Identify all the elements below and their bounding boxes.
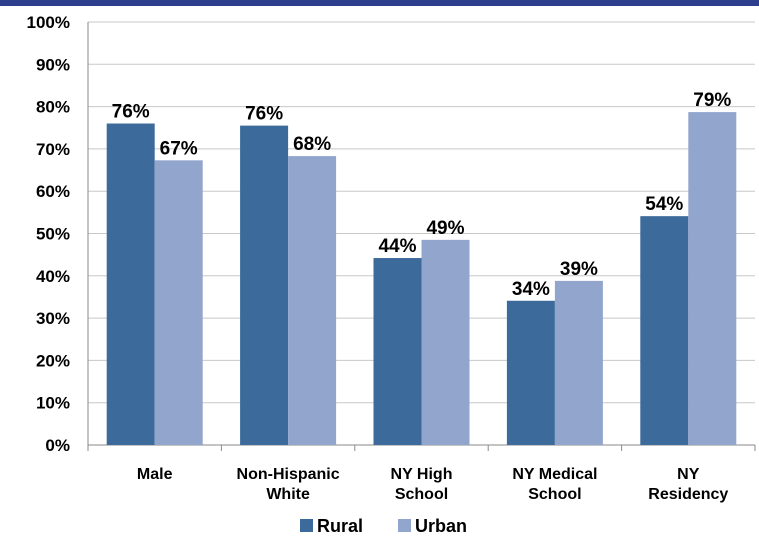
legend-swatch-rural [300,519,313,532]
y-tick-label: 10% [36,394,70,413]
legend-label-rural: Rural [317,516,363,536]
x-category-label: NY Residency [648,466,728,503]
legend-label-urban: Urban [415,516,467,536]
data-label: 76% [245,104,283,125]
y-tick-label: 40% [36,267,70,286]
bar-urban [688,112,737,445]
x-category-label-line: Residency [648,486,728,503]
legend-swatch-urban [398,519,411,532]
y-tick-label: 50% [36,225,70,244]
x-category-label-line: Non-Hispanic [237,466,340,483]
data-label: 34% [512,279,550,300]
x-category-label-line: NY [677,466,700,483]
data-label: 39% [560,259,598,280]
x-category-label: NY High School [391,466,453,503]
bar-rural [240,125,289,445]
bar-urban [421,239,470,445]
bar-rural [506,300,555,445]
x-category-label-line: School [528,486,581,503]
y-tick-label: 0% [45,436,70,455]
top-accent-bar [0,0,759,6]
y-tick-label: 90% [36,55,70,74]
x-category-label: Non-Hispanic White [237,466,340,503]
y-tick-label: 60% [36,182,70,201]
x-category-label-line: NY High [391,466,453,483]
y-tick-label: 80% [36,98,70,117]
data-label: 76% [112,102,150,123]
bar-rural [373,258,422,445]
x-category-label: Male [137,466,173,483]
x-category-label-line: White [266,486,310,503]
data-label: 54% [645,194,683,215]
y-tick-label: 20% [36,351,70,370]
x-category-label-line: School [395,486,448,503]
data-label: 44% [378,236,416,257]
bar-urban [154,160,203,446]
y-tick-label: 30% [36,309,70,328]
x-category-label: NY Medical School [512,466,597,503]
data-label: 79% [693,90,731,111]
x-category-label-line: NY Medical [512,466,597,483]
data-label: 49% [426,218,464,239]
bar-urban [288,156,337,445]
bar-urban [554,280,603,445]
bar-rural [640,216,689,445]
data-label: 67% [160,138,198,159]
x-category-label-line: Male [137,466,173,483]
bar-rural [106,123,155,446]
y-tick-label: 100% [27,13,70,32]
y-tick-label: 70% [36,140,70,159]
data-label: 68% [293,134,331,155]
